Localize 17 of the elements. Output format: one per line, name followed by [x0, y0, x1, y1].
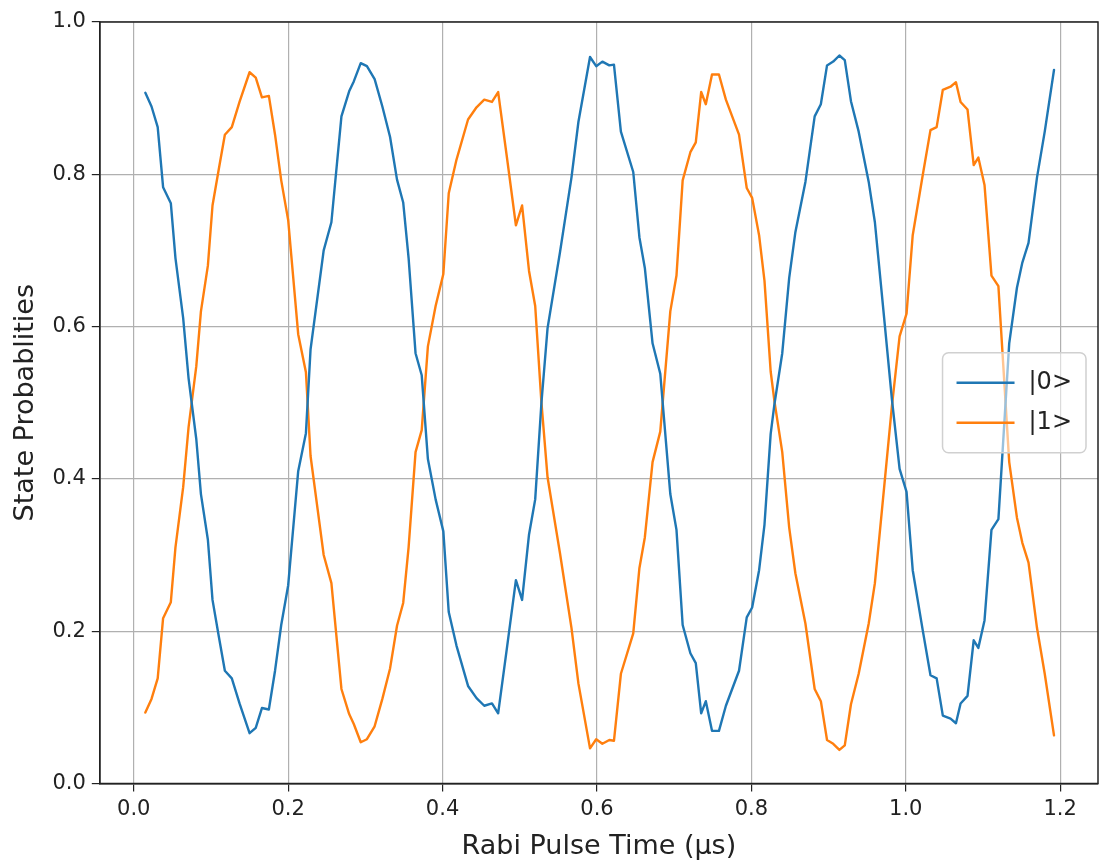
- y-tick-label: 0.0: [52, 769, 86, 794]
- legend-label: |1>: [1028, 406, 1072, 435]
- x-tick-label: 0.2: [271, 796, 305, 821]
- x-tick-label: 1.0: [889, 796, 923, 821]
- x-axis-title: Rabi Pulse Time (μs): [461, 828, 737, 860]
- y-tick-label: 0.4: [52, 465, 86, 490]
- x-tick-label: 0.6: [580, 796, 614, 821]
- x-tick-label: 0.8: [734, 796, 769, 821]
- legend-label: |0>: [1028, 366, 1072, 395]
- x-tick-label: 1.2: [1043, 796, 1077, 821]
- y-axis-title: State Probablities: [8, 283, 40, 522]
- x-tick-label: 0.4: [425, 796, 460, 821]
- y-tick-label: 0.2: [52, 617, 86, 642]
- x-tick-label: 0.0: [117, 796, 151, 821]
- y-tick-label: 1.0: [52, 8, 86, 33]
- y-tick-label: 0.8: [52, 160, 86, 185]
- y-tick-label: 0.6: [52, 313, 86, 338]
